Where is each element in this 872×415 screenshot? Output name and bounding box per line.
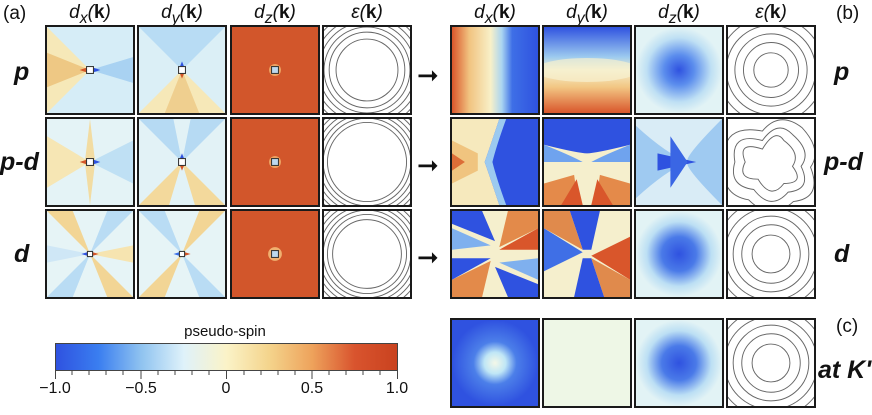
tile-b-d-eps (726, 209, 816, 299)
tile-pd-dx (45, 117, 135, 207)
tile-p-dz (230, 25, 320, 115)
tile-b-p-dz (634, 25, 724, 115)
row-label-d-left: d (14, 240, 30, 268)
colorbar-tick-label: −1.0 (39, 380, 71, 397)
row-label-p-right: p (834, 58, 850, 86)
col-header-dz-left: dz(k) (254, 2, 296, 27)
tile-b-pd-eps (726, 117, 816, 207)
tile-c-dx (450, 318, 540, 408)
arrow-right-icon: ➞ (417, 150, 439, 180)
tile-b-d-dy (542, 209, 632, 299)
panel-label-b: (b) (836, 3, 860, 24)
colorbar-gradient (55, 343, 398, 371)
tile-d-dx (45, 209, 135, 299)
panel-label-a: (a) (3, 3, 27, 24)
row-label-p-left: p (14, 58, 30, 86)
colorbar-ticks (55, 371, 398, 379)
tile-b-p-dx (450, 25, 540, 115)
tile-b-pd-dx (450, 117, 540, 207)
col-header-dy-right: dy(k) (566, 2, 608, 27)
tile-pd-eps (322, 117, 412, 207)
colorbar-tick-label: 0.5 (300, 380, 324, 397)
colorbar-tick-label: 1.0 (385, 380, 409, 397)
arrow-right-icon: ➞ (417, 60, 439, 90)
tile-c-eps (726, 318, 816, 408)
tile-c-dy (542, 318, 632, 408)
arrow-right-icon: ➞ (417, 242, 439, 272)
row-label-d-right: d (834, 240, 850, 268)
tile-d-dz (230, 209, 320, 299)
tile-b-d-dz (634, 209, 724, 299)
tile-pd-dy (137, 117, 227, 207)
colorbar-tick-label: 0 (221, 380, 231, 397)
row-label-kprime: at K' (818, 356, 872, 384)
tile-b-pd-dy (542, 117, 632, 207)
tile-p-dx (45, 25, 135, 115)
row-label-pd-right: p-d (824, 148, 863, 176)
tile-p-dy (137, 25, 227, 115)
col-header-dx-right: dx(k) (474, 2, 516, 27)
col-header-dz-right: dz(k) (658, 2, 700, 27)
tile-d-dy (137, 209, 227, 299)
col-header-dx-left: dx(k) (69, 2, 111, 27)
colorbar-title: pseudo-spin (184, 323, 266, 340)
panel-label-c: (c) (836, 316, 859, 337)
row-label-pd-left: p-d (0, 148, 39, 176)
tile-b-p-eps (726, 25, 816, 115)
tile-b-p-dy (542, 25, 632, 115)
tile-b-d-dx (450, 209, 540, 299)
tile-pd-dz (230, 117, 320, 207)
col-header-dy-left: dy(k) (161, 2, 203, 27)
col-header-eps-right: ε(k) (755, 2, 787, 23)
tile-b-pd-dz (634, 117, 724, 207)
tile-p-eps (322, 25, 412, 115)
colorbar-tick-label: −0.5 (125, 380, 157, 397)
tile-d-eps (322, 209, 412, 299)
col-header-eps-left: ε(k) (351, 2, 383, 23)
tile-c-dz (634, 318, 724, 408)
